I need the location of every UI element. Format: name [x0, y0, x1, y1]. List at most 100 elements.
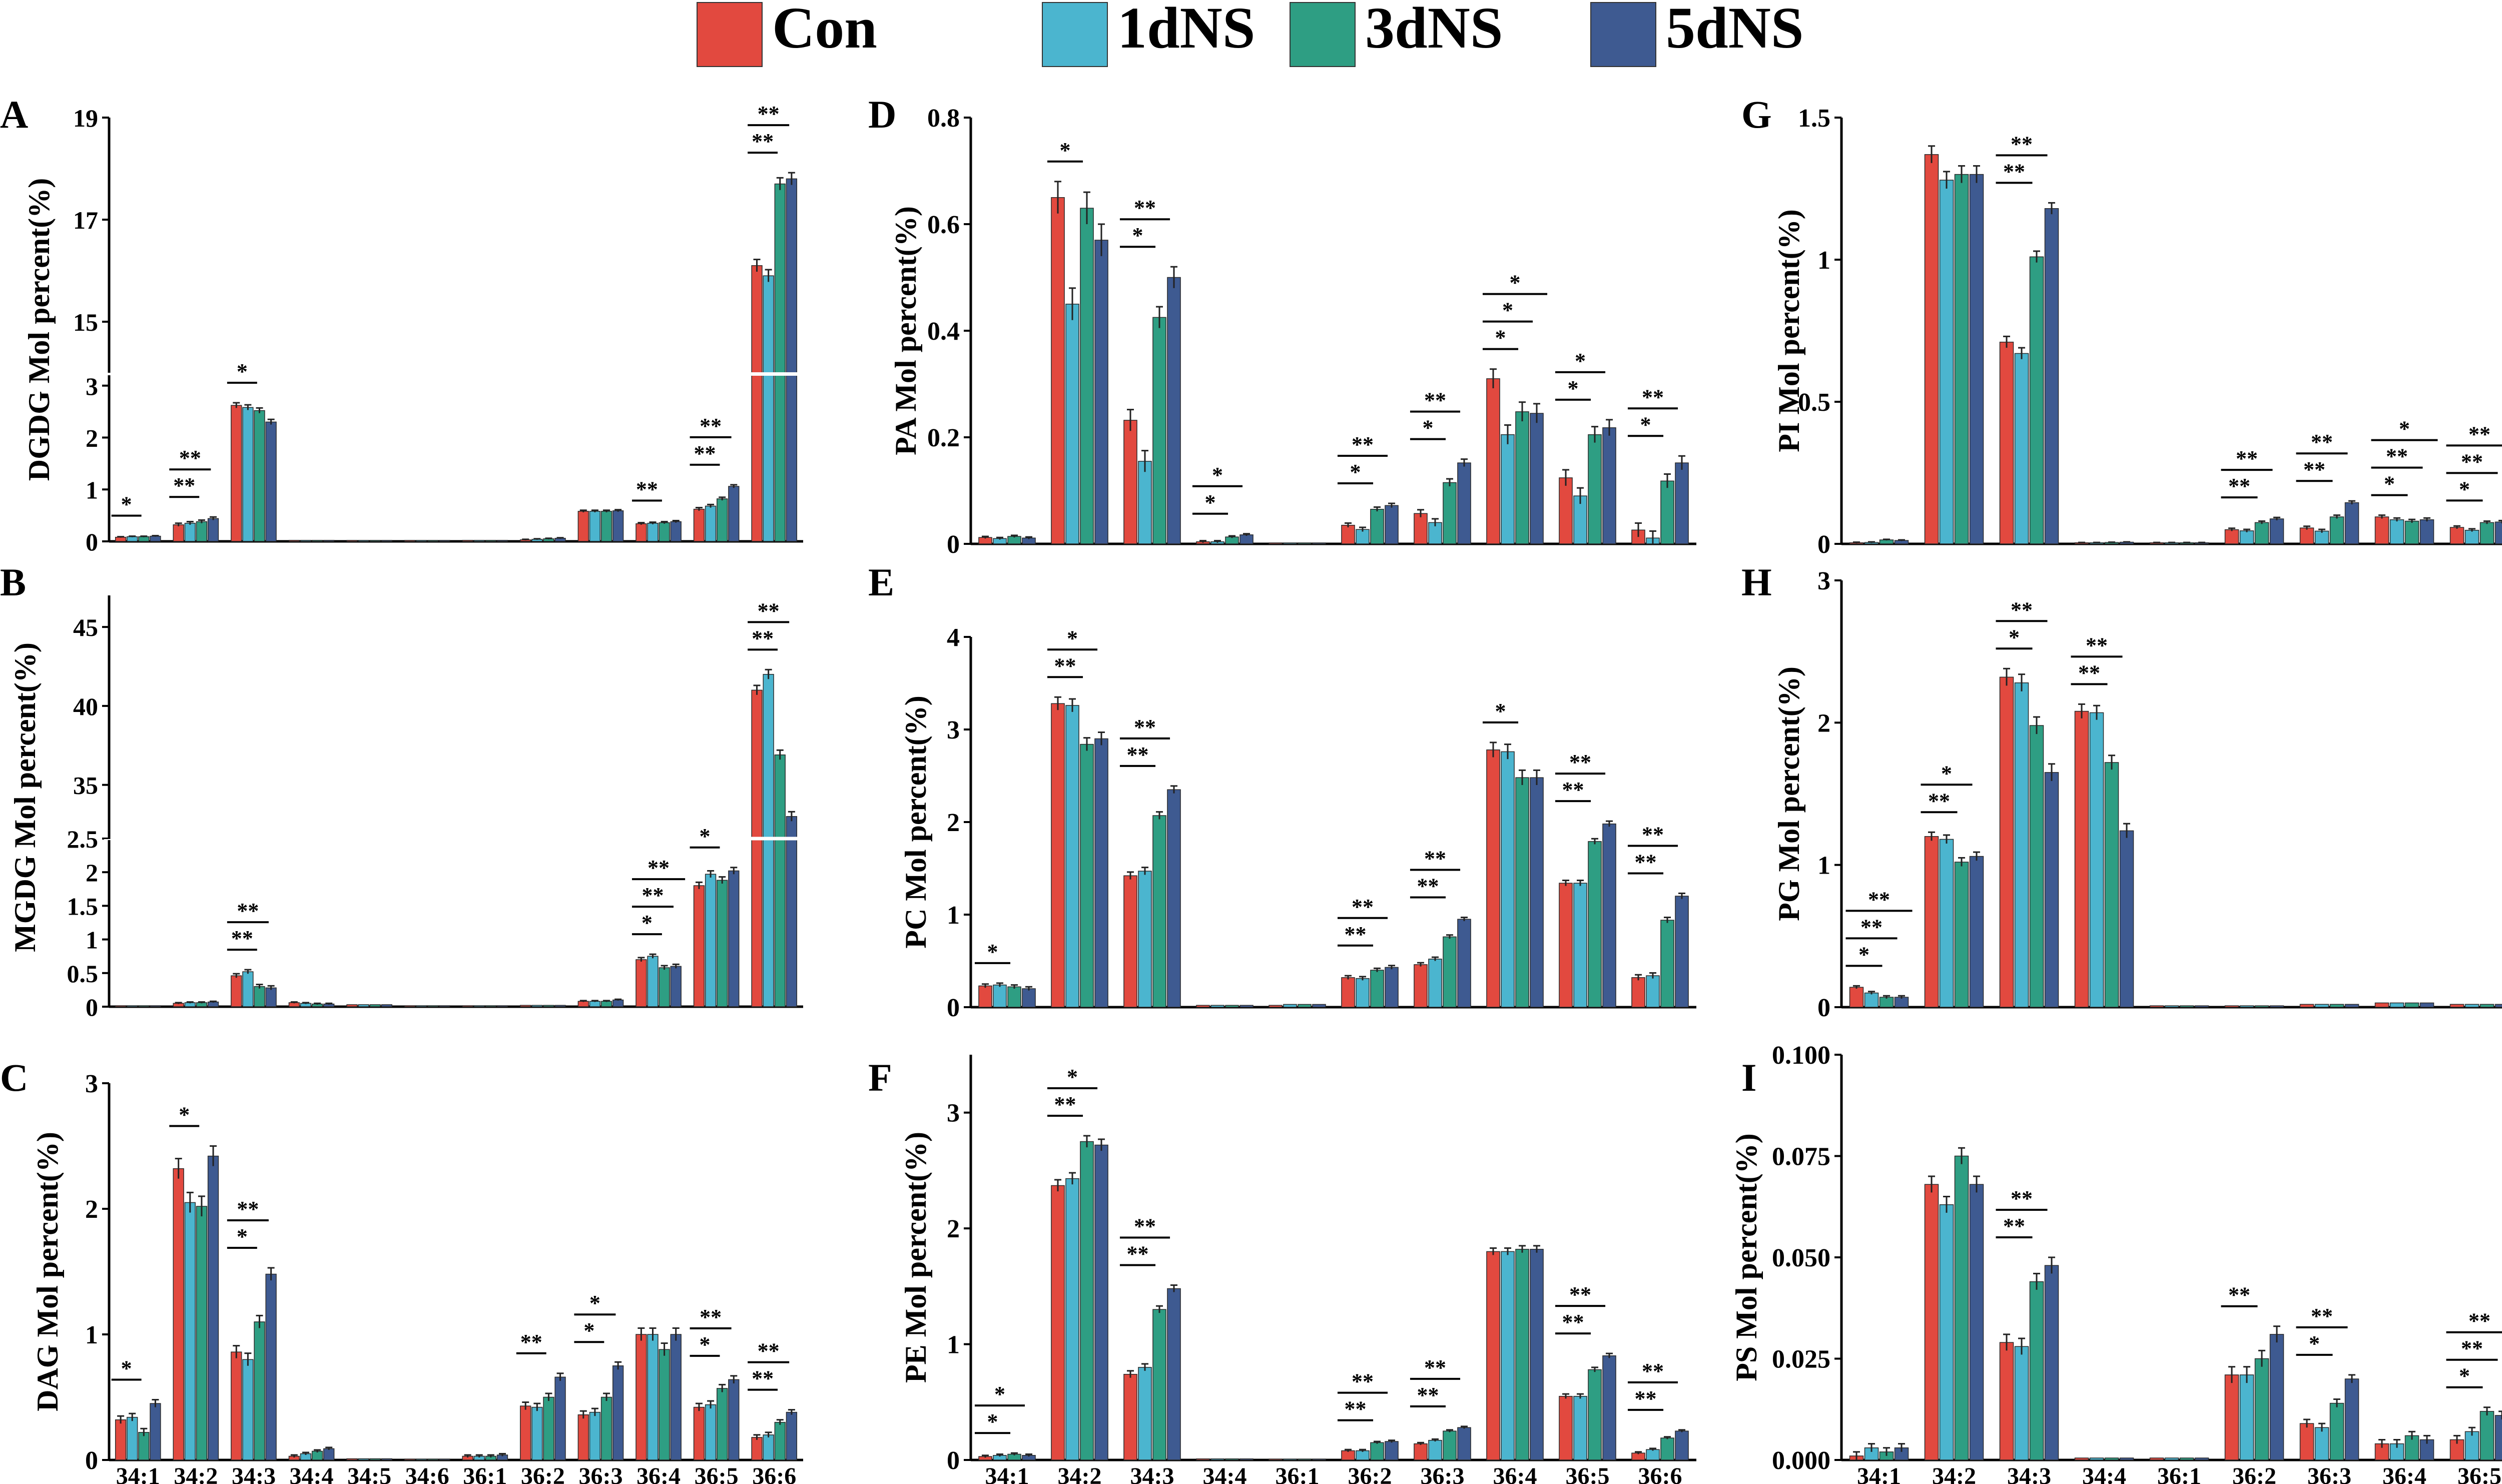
bar-f-36-6-5dns: [1675, 1430, 1689, 1460]
bar-b-34-1-con: [115, 1005, 127, 1007]
bar-a-34-2-con: [173, 524, 184, 542]
bar-c-36-6-1dns: [763, 1434, 774, 1460]
bar-c-34-1-con: [115, 1419, 127, 1460]
x-tick-label-i: 36:1: [2157, 1463, 2201, 1484]
bar-c-34-5-1dns: [358, 1458, 369, 1460]
significance-mark-d: *: [1510, 271, 1521, 295]
bar-e-36-1-1dns: [1283, 1004, 1297, 1008]
bar-e-34-2-con: [1051, 703, 1065, 1008]
bar-b-36-3-con: [577, 1001, 589, 1007]
bar-h-36-2-con: [2224, 1005, 2239, 1008]
significance-mark-i: *: [2309, 1331, 2320, 1356]
bar-i-34-2-1dns: [1939, 1204, 1954, 1460]
y-tick-label-a: 1: [86, 476, 98, 504]
significance-mark-h: **: [1860, 915, 1883, 939]
bar-h-36-1-1dns: [2164, 1005, 2179, 1008]
bar-a-34-3-5dns: [265, 421, 277, 542]
bar-e-34-4-con: [1196, 1005, 1210, 1008]
bar-c-36-5-5dns: [728, 1379, 740, 1460]
significance-mark-e: **: [1642, 822, 1664, 847]
bar-b-36-1-5dns: [496, 1005, 508, 1007]
bar-a-36-6-1dns: [763, 275, 774, 542]
bar-f-36-1-1dns: [1283, 1458, 1297, 1460]
bar-i-34-4-1dns: [2089, 1457, 2104, 1460]
legend-swatch-5dns: [1590, 2, 1656, 67]
bar-f-34-3-1dns: [1138, 1367, 1152, 1460]
bar-f-36-3-con: [1414, 1443, 1428, 1460]
panel-letter-i: I: [1741, 1056, 1756, 1099]
bar-h-34-3-1dns: [2014, 682, 2029, 1008]
significance-mark-h: *: [1858, 942, 1869, 967]
bar-e-34-3-con: [1123, 875, 1137, 1008]
y-tick-label-f: 2: [947, 1215, 960, 1243]
bar-c-34-2-5dns: [207, 1155, 219, 1460]
bar-d-36-2-con: [1341, 524, 1355, 544]
y-tick-label-g: 0: [1817, 530, 1830, 559]
bar-h-36-3-con: [2299, 1004, 2314, 1008]
bar-c-36-5-3dns: [717, 1388, 728, 1460]
bar-b-34-5-con: [346, 1004, 358, 1007]
x-tick-label-f: 36:2: [1348, 1463, 1392, 1484]
bar-a-34-6-3dns: [427, 540, 439, 542]
bar-c-34-5-5dns: [381, 1458, 392, 1460]
bar-f-36-5-1dns: [1573, 1395, 1587, 1460]
bar-h-36-3-3dns: [2329, 1004, 2344, 1008]
bar-d-34-3-5dns: [1167, 277, 1181, 544]
bar-a-34-6-1dns: [415, 540, 427, 542]
bar-b-34-6-1dns: [415, 1005, 427, 1007]
y-tick-label-a: 17: [73, 206, 98, 234]
panel-i: I PS Mol percent(%) 0.000 0.025 0.050 0.075 0.…: [1730, 1041, 2502, 1484]
bar-e-36-4-5dns: [1530, 777, 1544, 1008]
bar-e-36-3-con: [1414, 964, 1428, 1008]
bar-f-36-5-5dns: [1602, 1355, 1616, 1460]
bar-b-34-1-3dns: [138, 1005, 150, 1007]
bar-g-36-2-5dns: [2269, 518, 2284, 544]
bar-f-36-6-3dns: [1660, 1437, 1674, 1460]
significance-mark-g: **: [2003, 159, 2025, 184]
y-axis-label-f: PE Mol percent(%): [899, 1132, 932, 1383]
significance-mark-g: **: [2461, 449, 2483, 474]
bar-f-36-5-3dns: [1588, 1369, 1602, 1460]
bar-a-36-4-1dns: [647, 522, 659, 542]
bar-b-36-2-con: [520, 1005, 531, 1007]
bar-a-34-4-3dns: [311, 540, 323, 542]
significance-mark-h: **: [1928, 789, 1950, 813]
x-tick-label-c: 34:2: [174, 1463, 218, 1484]
y-tick-label-b: 0: [86, 993, 98, 1021]
bar-g-36-5-3dns: [2479, 522, 2494, 544]
bar-a-34-2-1dns: [184, 522, 196, 542]
bar-d-36-3-3dns: [1443, 482, 1457, 544]
bar-c-34-6-1dns: [415, 1458, 427, 1460]
bar-f-34-4-5dns: [1239, 1458, 1254, 1460]
bar-i-36-2-con: [2224, 1374, 2239, 1460]
bar-a-34-4-1dns: [300, 540, 312, 542]
bar-b-36-6-con: [751, 689, 763, 1007]
bar-h-36-5-3dns: [2479, 1004, 2494, 1008]
significance-mark-h: **: [2011, 597, 2033, 622]
bar-b-36-1-3dns: [485, 1005, 497, 1007]
bar-g-34-1-3dns: [1879, 539, 1894, 544]
bar-g-36-3-con: [2299, 527, 2314, 544]
bar-f-34-3-5dns: [1167, 1288, 1181, 1460]
bar-h-34-4-5dns: [2119, 830, 2134, 1008]
significance-mark-a: **: [694, 441, 716, 466]
bar-g-36-2-con: [2224, 529, 2239, 544]
legend-swatch-3dns: [1290, 2, 1356, 67]
y-tick-label-d: 0.2: [927, 424, 960, 452]
x-tick-label-i: 34:4: [2082, 1463, 2126, 1484]
significance-mark-d: *: [1350, 460, 1361, 484]
bar-a-34-4-5dns: [323, 540, 335, 542]
significance-mark-e: **: [1562, 778, 1584, 802]
y-tick-label-b: 0.5: [67, 960, 99, 988]
bar-h-36-1-con: [2149, 1005, 2164, 1008]
bar-b-36-4-1dns: [647, 956, 659, 1007]
significance-mark-e: **: [1569, 750, 1591, 775]
x-tick-label-c: 34:3: [232, 1463, 276, 1484]
bar-a-36-6-3dns: [774, 183, 786, 542]
significance-mark-h: **: [2078, 660, 2100, 685]
panel-letter-h: H: [1741, 560, 1772, 604]
x-tick-label-i: 36:3: [2307, 1463, 2351, 1484]
bar-f-36-4-con: [1486, 1251, 1500, 1460]
y-tick-label-g: 1: [1817, 246, 1830, 275]
significance-mark-f: **: [1569, 1282, 1591, 1307]
